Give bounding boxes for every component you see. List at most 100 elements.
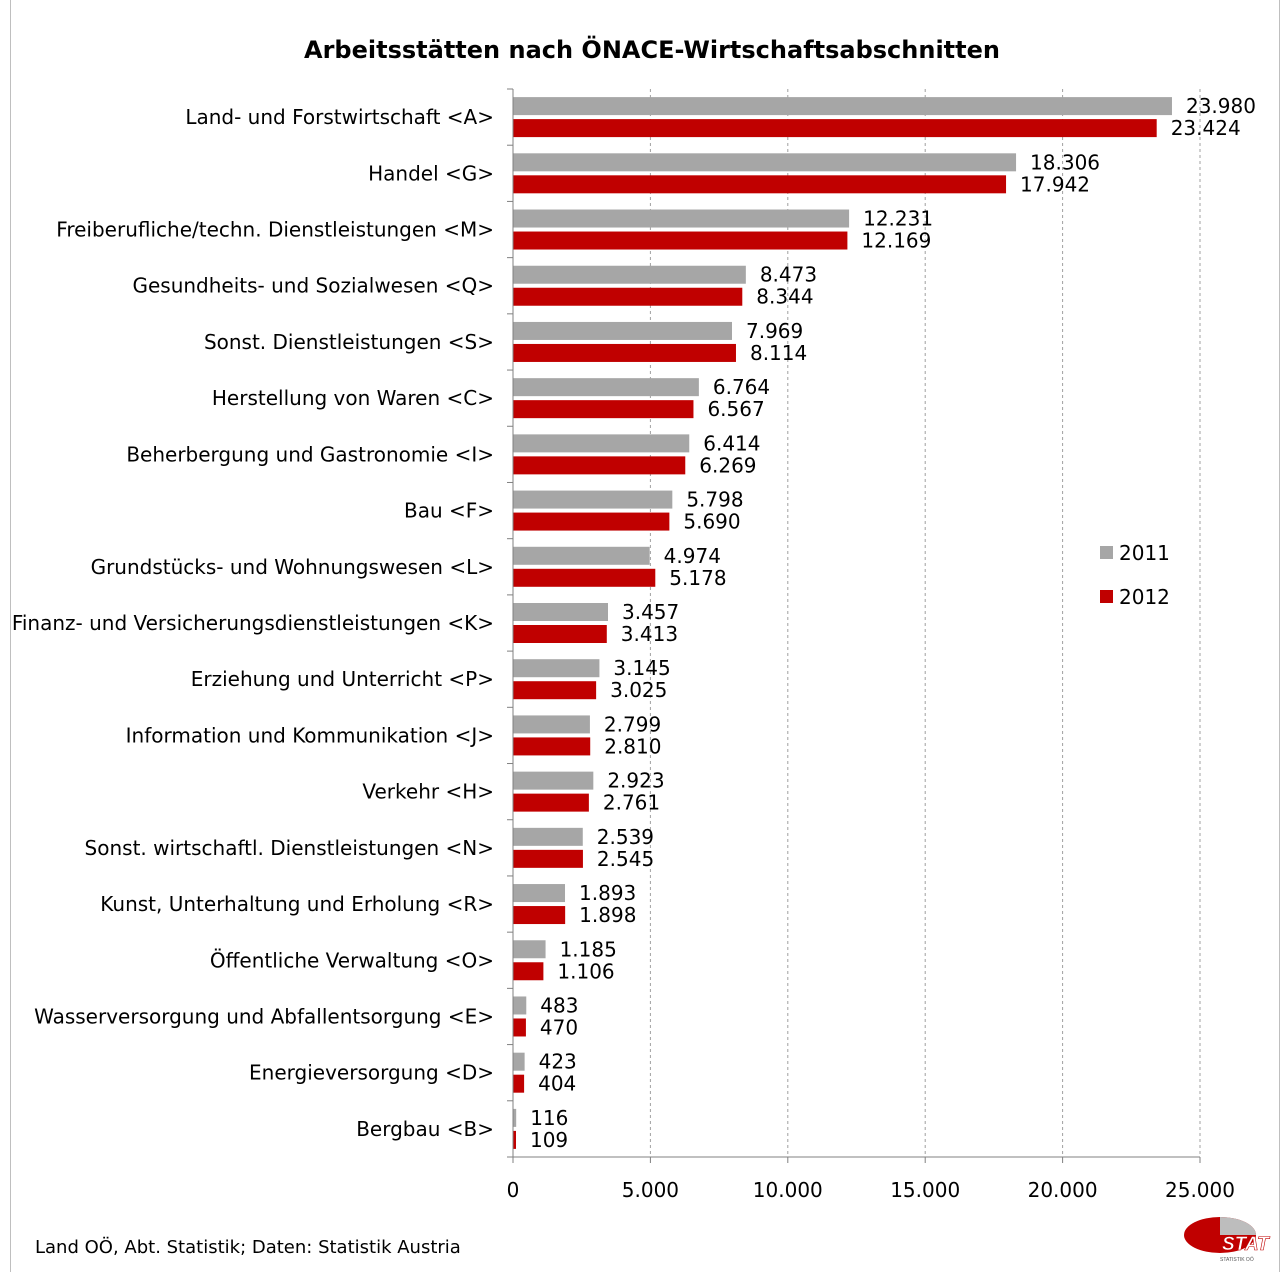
data-label: 2.539 <box>597 825 654 849</box>
category-label: Sonst. Dienstleistungen <S> <box>204 330 494 354</box>
data-label: 12.169 <box>861 229 931 253</box>
data-label: 470 <box>540 1015 578 1039</box>
data-label: 18.306 <box>1030 150 1100 174</box>
bar-2011 <box>513 771 594 790</box>
bar-2011 <box>513 546 650 565</box>
data-label: 5.690 <box>683 510 740 534</box>
category-label: Öffentliche Verwaltung <O> <box>210 948 494 972</box>
data-label: 2.810 <box>604 734 661 758</box>
data-label: 12.231 <box>863 207 933 231</box>
data-label: 6.414 <box>703 431 760 455</box>
data-label: 109 <box>530 1128 568 1152</box>
data-label: 6.567 <box>707 397 764 421</box>
data-label: 8.344 <box>756 285 813 309</box>
bar-2012 <box>513 343 736 362</box>
chart-frame <box>10 0 1280 1272</box>
category-label: Bau <F> <box>404 499 494 523</box>
data-label: 116 <box>530 1106 568 1130</box>
data-label: 23.424 <box>1171 116 1241 140</box>
data-label: 5.178 <box>669 566 726 590</box>
data-label: 423 <box>539 1050 577 1074</box>
data-label: 5.798 <box>686 488 743 512</box>
bar-2011 <box>513 940 546 959</box>
legend-swatch-2012 <box>1100 590 1113 603</box>
bar-2011 <box>513 209 850 228</box>
bar-2012 <box>513 737 591 756</box>
bar-2012 <box>513 625 607 643</box>
bar-2012 <box>513 231 848 250</box>
category-label: Bergbau <B> <box>356 1117 494 1141</box>
legend-swatch-2011 <box>1100 546 1113 559</box>
bar-2012 <box>513 400 694 419</box>
category-label: Grundstücks- und Wohnungswesen <L> <box>91 555 494 579</box>
category-label: Land- und Forstwirtschaft <A> <box>185 105 494 129</box>
bar-2011 <box>513 97 1172 116</box>
data-label: 8.473 <box>760 263 817 287</box>
legend-label-2011: 2011 <box>1119 541 1170 565</box>
data-label: 6.764 <box>713 375 770 399</box>
bar-2011 <box>513 321 732 340</box>
category-label: Verkehr <H> <box>362 780 494 804</box>
category-label: Freiberufliche/techn. Dienstleistungen <… <box>56 218 494 242</box>
stat-logo: STAT STATISTIK OÖ <box>1184 1217 1270 1263</box>
data-label: 2.761 <box>603 791 660 815</box>
bar-2011 <box>513 153 1017 172</box>
x-tick-label: 10.000 <box>753 1178 823 1202</box>
data-label: 8.114 <box>750 341 807 365</box>
category-label: Herstellung von Waren <C> <box>212 386 494 410</box>
data-label: 3.025 <box>610 678 667 702</box>
category-label: Beherbergung und Gastronomie <I> <box>126 442 494 466</box>
data-label: 6.269 <box>699 453 756 477</box>
category-label: Finanz- und Versicherungsdienstleistunge… <box>12 611 494 635</box>
data-label: 2.545 <box>597 847 654 871</box>
data-label: 7.969 <box>746 319 803 343</box>
data-label: 1.898 <box>579 903 636 927</box>
bar-2011 <box>513 265 746 284</box>
category-label: Handel <G> <box>368 161 494 185</box>
legend-label-2012: 2012 <box>1119 585 1170 609</box>
data-label: 1.185 <box>560 937 617 961</box>
bar-2011 <box>513 1052 525 1071</box>
x-tick-label: 0 <box>507 1178 520 1202</box>
data-label: 3.413 <box>621 622 678 646</box>
bar-2011 <box>513 659 600 678</box>
bar-2012 <box>513 568 656 587</box>
bar-2012 <box>513 512 670 531</box>
bar-2012 <box>513 175 1007 194</box>
bar-2011 <box>513 996 527 1015</box>
bar-2011 <box>513 490 673 509</box>
data-label: 2.799 <box>604 712 661 736</box>
logo-text: STAT <box>1222 1234 1270 1255</box>
logo-subtext: STATISTIK OÖ <box>1220 1256 1254 1263</box>
data-label: 3.145 <box>613 656 670 680</box>
x-tick-label: 25.000 <box>1165 1178 1235 1202</box>
category-label: Erziehung und Unterricht <P> <box>191 667 494 691</box>
bar-2011 <box>513 603 608 621</box>
bar-2012 <box>513 793 589 812</box>
data-label: 2.923 <box>607 769 664 793</box>
source-note: Land OÖ, Abt. Statistik; Daten: Statisti… <box>35 1237 461 1258</box>
x-tick-label: 5.000 <box>622 1178 679 1202</box>
category-label: Sonst. wirtschaftl. Dienstleistungen <N> <box>85 836 494 860</box>
bar-2011 <box>513 1108 517 1127</box>
category-label: Energieversorgung <D> <box>249 1061 494 1085</box>
logo-segment-icon <box>1220 1217 1256 1235</box>
data-label: 4.974 <box>664 544 721 568</box>
data-label: 1.893 <box>579 881 636 905</box>
data-label: 3.457 <box>622 600 679 624</box>
data-label: 23.980 <box>1186 94 1256 118</box>
category-label: Information und Kommunikation <J> <box>126 723 494 747</box>
bar-2012 <box>513 1018 526 1037</box>
bar-2012 <box>513 1074 525 1093</box>
x-tick-label: 20.000 <box>1028 1178 1098 1202</box>
bar-2011 <box>513 434 690 453</box>
data-label: 404 <box>538 1072 576 1096</box>
category-label: Gesundheits- und Sozialwesen <Q> <box>132 274 494 298</box>
bar-2012 <box>513 1130 516 1149</box>
bar-2011 <box>513 827 583 846</box>
data-label: 1.106 <box>557 959 614 983</box>
bar-2012 <box>513 962 544 981</box>
bar-2012 <box>513 119 1157 138</box>
bar-2012 <box>513 849 583 868</box>
